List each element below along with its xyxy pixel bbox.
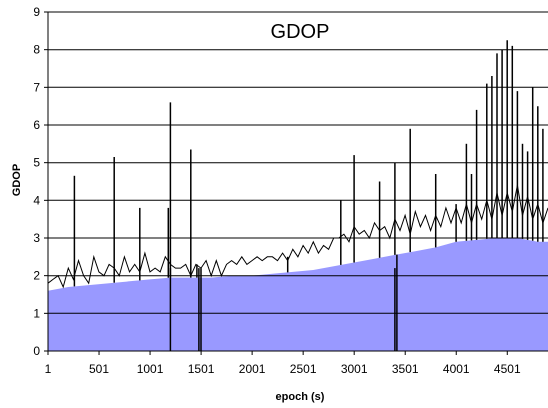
y-tick-label: 9 bbox=[33, 5, 40, 19]
x-tick-label: 501 bbox=[89, 362, 109, 376]
x-tick-label: 1001 bbox=[137, 362, 164, 376]
y-tick-label: 6 bbox=[33, 118, 40, 132]
x-tick-label: 4501 bbox=[494, 362, 521, 376]
gdop-line-series bbox=[47, 185, 548, 289]
gdop-area-series bbox=[48, 238, 548, 351]
plot-area bbox=[47, 11, 548, 352]
chart-title: GDOP bbox=[271, 21, 330, 43]
x-tick-label: 2001 bbox=[239, 362, 266, 376]
y-tick-label: 8 bbox=[33, 43, 40, 57]
y-tick-label: 5 bbox=[33, 156, 40, 170]
x-tick-label: 3001 bbox=[341, 362, 368, 376]
x-tick-label: 1 bbox=[45, 362, 52, 376]
y-tick-label: 7 bbox=[33, 80, 40, 94]
y-tick-label: 2 bbox=[33, 269, 40, 283]
x-tick-label: 2501 bbox=[290, 362, 317, 376]
y-tick-label: 1 bbox=[33, 306, 40, 320]
x-tick-label: 1501 bbox=[188, 362, 215, 376]
x-tick-label: 4001 bbox=[443, 362, 470, 376]
y-axis-title: GDOP bbox=[11, 164, 23, 196]
y-tick-label: 0 bbox=[33, 344, 40, 358]
y-tick-label: 4 bbox=[33, 193, 40, 207]
y-tick-label: 3 bbox=[33, 231, 40, 245]
x-tick-label: 3501 bbox=[392, 362, 419, 376]
x-axis-title: epoch (s) bbox=[276, 391, 325, 403]
